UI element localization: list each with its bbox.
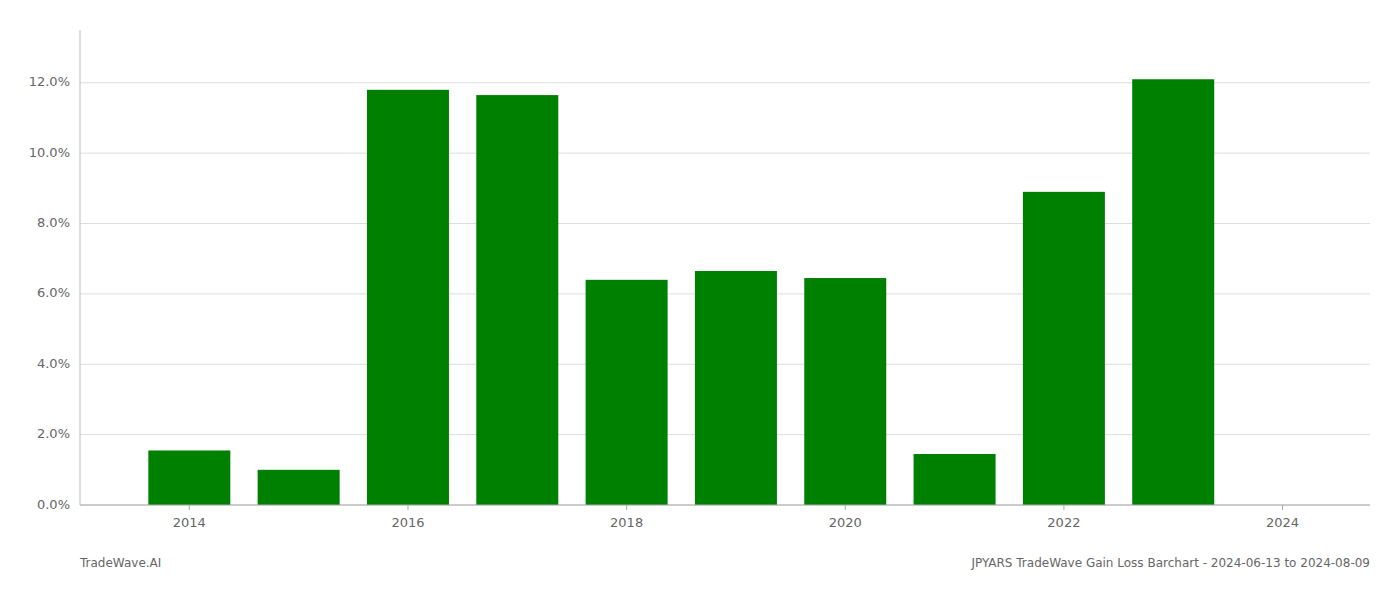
bar (476, 95, 558, 505)
y-axis: 0.0% 2.0% 4.0% 6.0% 8.0% 10.0% 12.0% (29, 30, 80, 512)
y-tick-label: 4.0% (37, 356, 70, 371)
x-tick (626, 505, 627, 510)
annotation: JPYARS TradeWave Gain Loss Barchart - 20… (970, 556, 1370, 570)
bar (586, 280, 668, 505)
x-axis: 2014 2016 2018 2020 2022 2024 (80, 505, 1370, 530)
y-tick-label: 12.0% (29, 74, 70, 89)
bar (1023, 192, 1105, 505)
bar (258, 470, 340, 505)
x-tick-label: 2020 (829, 515, 862, 530)
x-tick (189, 505, 190, 510)
grid-line (80, 505, 1370, 506)
chart-svg: 0.0%2.0%4.0%6.0%8.0%10.0%12.0%2014201620… (0, 0, 1400, 600)
x-tick (845, 505, 846, 510)
bar (148, 450, 230, 505)
y-tick-label: 8.0% (37, 215, 70, 230)
x-tick-label: 2018 (610, 515, 643, 530)
annotations: TradeWave.AI JPYARS TradeWave Gain Loss B… (79, 556, 1370, 570)
x-axis-line (80, 505, 1370, 506)
y-tick-label: 0.0% (37, 497, 70, 512)
bars (148, 79, 1214, 505)
bar (367, 90, 449, 505)
chart-container: 0.0%2.0%4.0%6.0%8.0%10.0%12.0%2014201620… (0, 0, 1400, 600)
x-tick-label: 2022 (1047, 515, 1080, 530)
y-tick-label: 2.0% (37, 426, 70, 441)
bar (804, 278, 886, 505)
bar (695, 271, 777, 505)
x-tick (407, 505, 408, 510)
y-axis-line (80, 30, 81, 505)
x-tick (1063, 505, 1064, 510)
x-tick (1282, 505, 1283, 510)
x-tick-label: 2016 (391, 515, 424, 530)
y-tick-label: 10.0% (29, 145, 70, 160)
annotation: TradeWave.AI (79, 556, 161, 570)
y-tick-label: 6.0% (37, 285, 70, 300)
bar (914, 454, 996, 505)
bar (1132, 79, 1214, 505)
x-tick-label: 2024 (1266, 515, 1299, 530)
x-tick-label: 2014 (173, 515, 206, 530)
